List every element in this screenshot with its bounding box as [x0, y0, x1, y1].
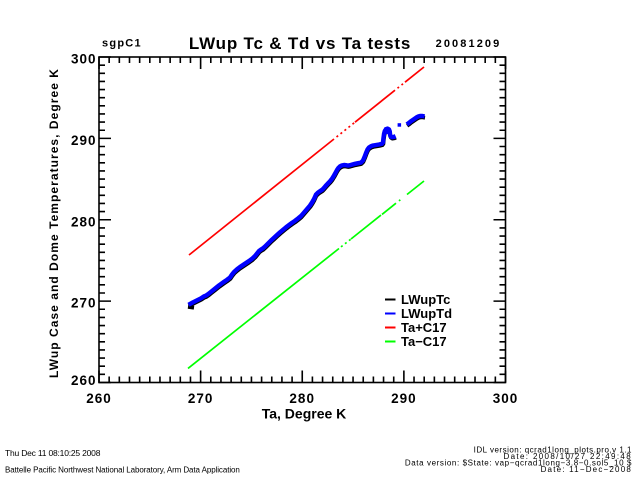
- svg-text:260: 260: [86, 391, 112, 406]
- svg-text:LWup Tc & Td vs Ta tests: LWup Tc & Td vs Ta tests: [189, 34, 411, 53]
- svg-text:LWupTd: LWupTd: [401, 306, 452, 321]
- svg-text:290: 290: [71, 133, 97, 148]
- svg-text:IDL version: qcrad1long_plots.: IDL version: qcrad1long_plots.pro,v 1.1: [474, 445, 632, 454]
- svg-text:Date: 2008/10/27 22:49:48: Date: 2008/10/27 22:49:48: [504, 452, 633, 461]
- svg-text:260: 260: [71, 373, 97, 388]
- svg-text:280: 280: [71, 214, 97, 229]
- svg-text:LWup Case and Dome Temperature: LWup Case and Dome Temperatures, Degree …: [47, 68, 61, 378]
- svg-text:280: 280: [289, 391, 315, 406]
- svg-text:270: 270: [188, 391, 214, 406]
- svg-text:Ta−C17: Ta−C17: [401, 334, 447, 349]
- svg-text:Ta, Degree K: Ta, Degree K: [262, 406, 347, 422]
- svg-text:20081209: 20081209: [436, 38, 502, 50]
- svg-text:290: 290: [391, 391, 417, 406]
- svg-text:Date: 11−Dec−2008: Date: 11−Dec−2008: [541, 465, 632, 474]
- svg-text:300: 300: [493, 391, 519, 406]
- svg-text:300: 300: [71, 52, 97, 67]
- svg-text:LWupTc: LWupTc: [401, 292, 450, 307]
- svg-text:Data version: $State: vap−qcra: Data version: $State: vap−qcrad1long−3.8…: [405, 458, 632, 467]
- svg-text:Ta+C17: Ta+C17: [401, 320, 447, 335]
- svg-text:270: 270: [71, 296, 97, 311]
- svg-text:sgpC1: sgpC1: [102, 38, 142, 50]
- svg-text:Thu Dec 11 08:10:25 2008: Thu Dec 11 08:10:25 2008: [5, 448, 101, 458]
- svg-text:Battelle Pacific Northwest Nat: Battelle Pacific Northwest National Labo…: [5, 466, 240, 475]
